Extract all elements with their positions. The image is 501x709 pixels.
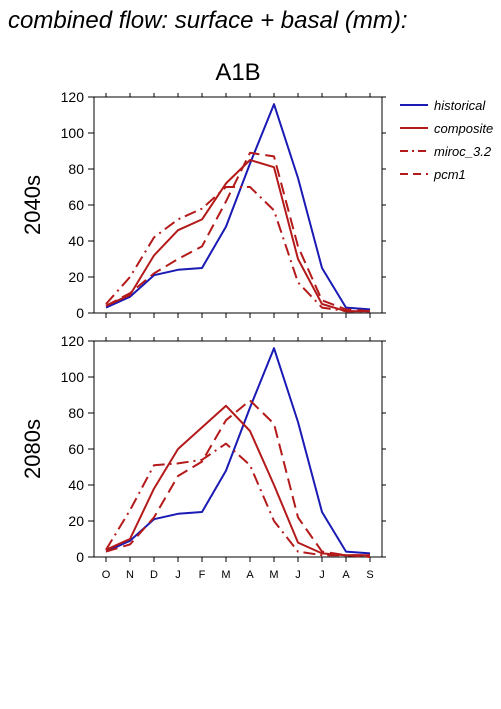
y-tick-label: 120 xyxy=(61,333,85,349)
series-line-pcm1 xyxy=(105,151,371,313)
y-tick-label: 40 xyxy=(68,233,84,249)
series-line-miroc-3-2 xyxy=(105,186,370,313)
legend-label: historical xyxy=(434,98,486,113)
series-line-miroc-3-2 xyxy=(105,442,370,557)
x-tick-label: M xyxy=(269,569,278,581)
x-tick-label: O xyxy=(102,569,111,581)
x-tick-label: A xyxy=(246,569,254,581)
x-tick-label: J xyxy=(319,569,325,581)
y-tick-label: 0 xyxy=(76,549,84,565)
y-tick-label: 20 xyxy=(68,513,84,529)
series-line-historical xyxy=(105,347,371,555)
panel-2080s: 0 20 40 60 80 100 120 O N D J F M A M J J A S 2080s xyxy=(20,333,386,581)
x-tick-label: J xyxy=(295,569,301,581)
legend-label: miroc_3.2 xyxy=(434,144,492,159)
y-tick-label: 80 xyxy=(68,161,84,177)
x-tick-label: F xyxy=(199,569,206,581)
legend-label: composite xyxy=(434,121,493,136)
x-tick-label: D xyxy=(150,569,158,581)
x-tick-label: A xyxy=(342,569,350,581)
panel-2040s: 0 20 40 60 80 100 120 2040s xyxy=(20,89,386,321)
x-tick-label: M xyxy=(221,569,230,581)
y-tick-label: 0 xyxy=(76,305,84,321)
x-tick-label: J xyxy=(175,569,181,581)
plot-frame xyxy=(93,96,383,314)
y-tick-label: 40 xyxy=(68,477,84,493)
x-tick-label: N xyxy=(126,569,134,581)
series-line-composite xyxy=(105,404,370,557)
y-tick-label: 100 xyxy=(61,125,85,141)
legend-label: pcm1 xyxy=(433,167,466,182)
x-tick-label: S xyxy=(366,569,373,581)
y-tick-label: 120 xyxy=(61,89,85,105)
panel-label: 2080s xyxy=(20,419,45,479)
y-tick-label: 20 xyxy=(68,269,84,285)
y-tick-label: 60 xyxy=(68,197,84,213)
y-tick-label: 80 xyxy=(68,405,84,421)
y-tick-label: 60 xyxy=(68,441,84,457)
series-line-pcm1 xyxy=(105,399,371,558)
series-line-historical xyxy=(105,103,371,311)
legend: historical composite miroc_3.2 pcm1 xyxy=(400,98,493,182)
panel-label: 2040s xyxy=(20,175,45,235)
figure-heading: combined flow: surface + basal (mm): xyxy=(8,7,407,34)
y-tick-label: 100 xyxy=(61,369,85,385)
series-line-composite xyxy=(105,159,370,313)
scenario-title: A1B xyxy=(215,59,260,86)
